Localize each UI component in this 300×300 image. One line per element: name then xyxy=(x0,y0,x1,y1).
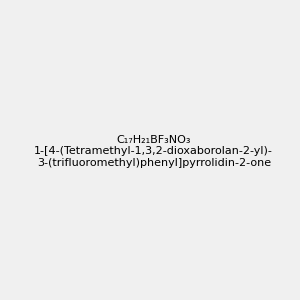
Text: C₁₇H₂₁BF₃NO₃
1-[4-(Tetramethyl-1,3,2-dioxaborolan-2-yl)-
3-(trifluoromethyl)phen: C₁₇H₂₁BF₃NO₃ 1-[4-(Tetramethyl-1,3,2-dio… xyxy=(34,135,273,168)
